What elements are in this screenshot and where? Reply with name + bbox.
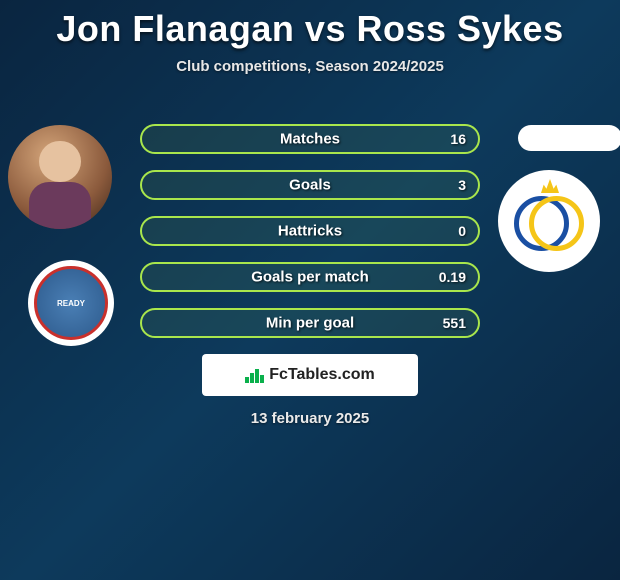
rangers-badge-icon: READY: [34, 266, 108, 340]
union-sg-badge-icon: [509, 181, 589, 261]
player-left-club-badge: READY: [28, 260, 114, 346]
stat-value-right: 16: [450, 131, 466, 147]
subtitle: Club competitions, Season 2024/2025: [0, 58, 620, 75]
bar-chart-icon: [245, 367, 263, 383]
stat-row: Goals per match 0.19: [140, 262, 480, 292]
stat-row: Goals 3: [140, 170, 480, 200]
watermark: FcTables.com: [202, 354, 418, 396]
date-label: 13 february 2025: [0, 410, 620, 427]
player-right-club-badge: [498, 170, 600, 272]
stat-value-right: 0: [458, 223, 466, 239]
watermark-text: FcTables.com: [269, 366, 375, 384]
stat-value-right: 0.19: [439, 269, 466, 285]
stat-row: Min per goal 551: [140, 308, 480, 338]
stats-bars: Matches 16 Goals 3 Hattricks 0 Goals per match…: [140, 124, 480, 354]
player-right-avatar: [518, 125, 620, 151]
stat-label: Goals: [289, 177, 331, 194]
stat-row: Matches 16: [140, 124, 480, 154]
stat-label: Matches: [280, 131, 340, 148]
player-left-avatar: [8, 125, 112, 229]
stat-label: Goals per match: [251, 269, 369, 286]
stat-row: Hattricks 0: [140, 216, 480, 246]
stat-value-right: 551: [443, 315, 466, 331]
page-title: Jon Flanagan vs Ross Sykes: [0, 0, 620, 50]
stat-label: Hattricks: [278, 223, 342, 240]
stat-label: Min per goal: [266, 315, 354, 332]
stat-value-right: 3: [458, 177, 466, 193]
